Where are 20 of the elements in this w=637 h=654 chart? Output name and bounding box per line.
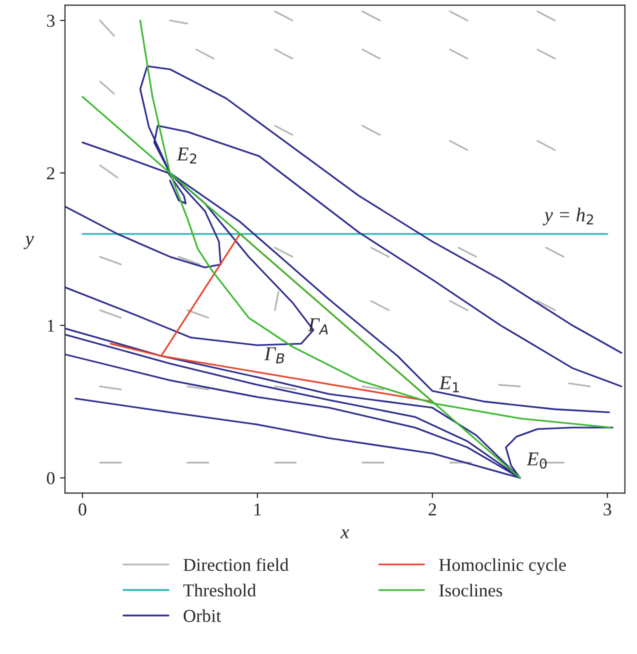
annotation: y = h$_{2}$ <box>542 208 594 226</box>
x-tick-label: 1 <box>254 503 261 516</box>
annotation: Γ$_{B}$ <box>264 347 284 364</box>
y-tick-label: 2 <box>47 167 54 180</box>
annotation: E$_{1}$ <box>439 376 459 392</box>
legend-label: Orbit <box>184 609 221 622</box>
x-tick-label: 2 <box>428 503 436 516</box>
y-tick-label: 0 <box>46 472 55 484</box>
x-tick-label: 0 <box>78 503 86 516</box>
annotation: E$_{0}$ <box>526 452 547 469</box>
y-tick-label: 1 <box>48 320 54 332</box>
legend-label: Isoclines <box>439 584 502 597</box>
annotation: E$_{2}$ <box>176 148 196 164</box>
legend-label: Homoclinic cycle <box>439 558 566 575</box>
legend-label: Threshold <box>183 584 256 596</box>
x-tick-label: 3 <box>604 503 612 516</box>
y-tick-label: 3 <box>47 14 55 27</box>
x-axis-title: x <box>340 529 350 538</box>
legend-label: Direction field <box>184 558 289 571</box>
y-axis-title: y <box>24 236 34 250</box>
